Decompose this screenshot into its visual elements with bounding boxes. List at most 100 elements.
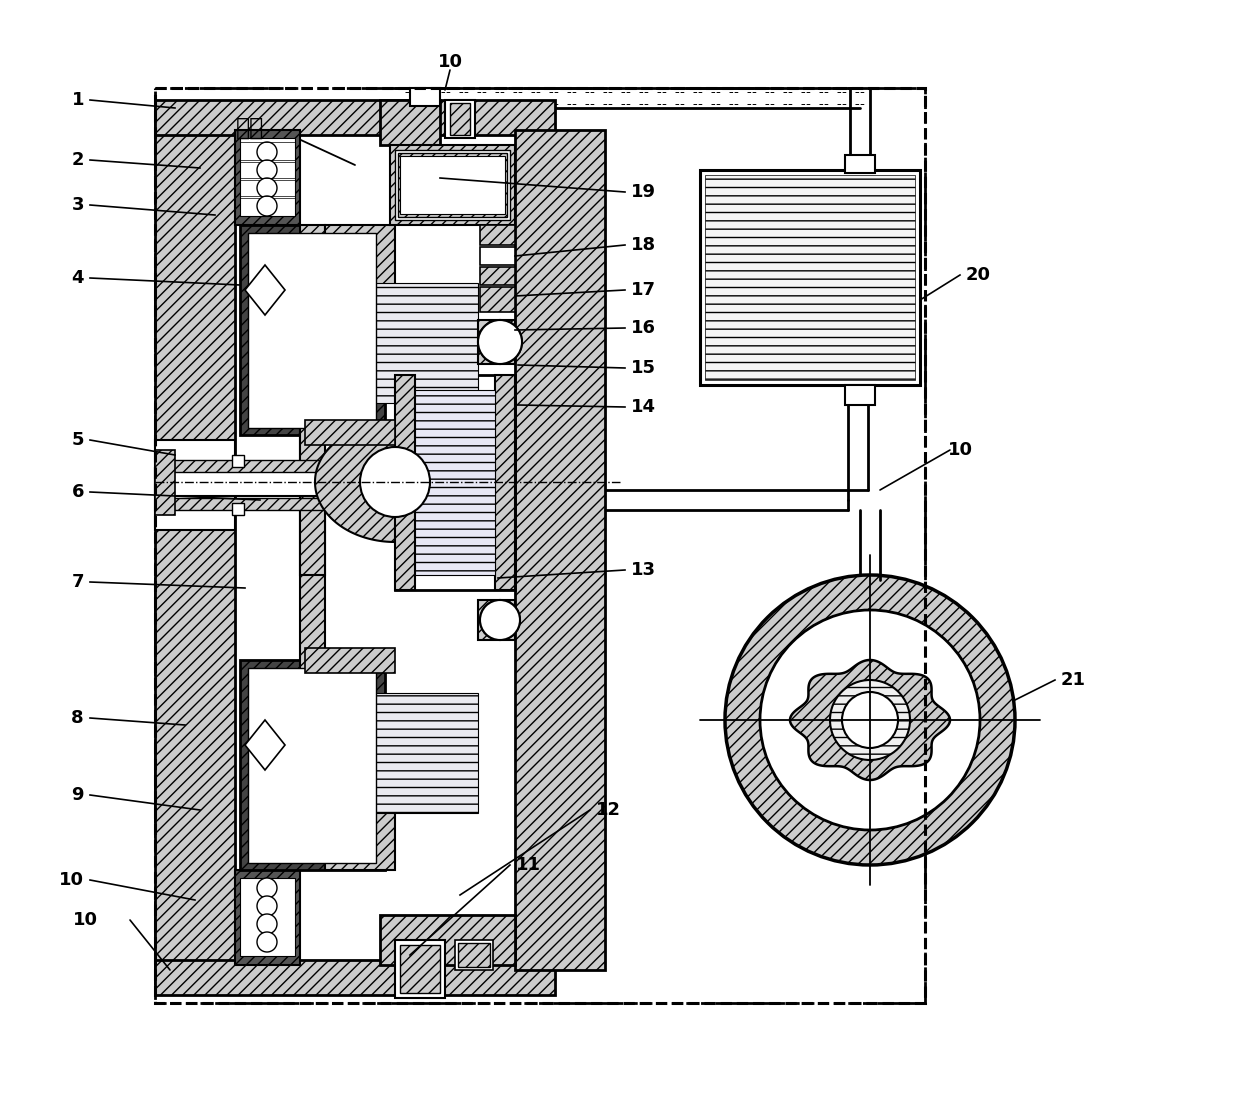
Text: 6: 6 <box>72 483 84 501</box>
Bar <box>477 320 515 364</box>
Bar <box>379 915 515 965</box>
Bar <box>480 287 515 312</box>
Text: 5: 5 <box>72 431 84 449</box>
Bar <box>241 225 384 435</box>
Bar <box>396 375 415 590</box>
Text: 19: 19 <box>631 183 656 201</box>
Bar <box>305 420 396 445</box>
Text: 3: 3 <box>72 196 84 214</box>
Circle shape <box>480 600 520 639</box>
Bar <box>248 668 376 863</box>
Bar <box>241 878 295 956</box>
Text: 7: 7 <box>72 573 84 591</box>
Text: 12: 12 <box>596 801 621 819</box>
Bar <box>241 196 295 217</box>
Bar <box>415 389 495 575</box>
Bar <box>241 177 295 198</box>
Text: 1: 1 <box>72 92 84 109</box>
Circle shape <box>257 878 277 898</box>
Circle shape <box>257 196 277 217</box>
Circle shape <box>760 610 980 830</box>
Text: 10: 10 <box>60 870 84 889</box>
Bar <box>155 88 925 1003</box>
Bar <box>401 945 440 993</box>
Bar <box>396 375 515 590</box>
Bar <box>329 693 477 812</box>
Circle shape <box>725 575 1016 865</box>
Circle shape <box>257 914 277 934</box>
Bar <box>155 129 236 970</box>
Bar <box>300 395 325 575</box>
Circle shape <box>830 680 910 760</box>
Text: 10: 10 <box>438 52 463 71</box>
Bar <box>515 129 605 970</box>
Bar <box>706 175 915 381</box>
Bar <box>305 648 396 673</box>
Bar <box>155 450 175 514</box>
Bar <box>379 100 440 145</box>
Bar <box>480 247 515 264</box>
Text: 10: 10 <box>72 911 98 929</box>
Bar <box>236 129 300 225</box>
Bar <box>155 88 925 1003</box>
Polygon shape <box>790 660 950 780</box>
Bar <box>300 225 325 705</box>
Text: 10: 10 <box>947 441 972 459</box>
Bar <box>844 155 875 173</box>
Text: 20: 20 <box>966 266 991 283</box>
Bar <box>155 100 556 135</box>
Text: 18: 18 <box>631 235 656 254</box>
Bar <box>232 455 244 466</box>
Bar <box>155 468 396 496</box>
Bar <box>450 103 470 135</box>
Polygon shape <box>315 422 475 542</box>
Circle shape <box>477 320 522 364</box>
Bar <box>398 153 507 217</box>
Text: 2: 2 <box>72 151 84 169</box>
Text: 9: 9 <box>72 786 84 804</box>
Bar <box>401 156 505 214</box>
Bar <box>241 160 295 180</box>
Bar <box>458 943 490 966</box>
Text: 15: 15 <box>631 359 656 377</box>
Circle shape <box>360 448 430 517</box>
Bar <box>391 145 515 225</box>
Circle shape <box>257 896 277 916</box>
Bar <box>325 225 396 285</box>
Bar <box>410 88 440 106</box>
Polygon shape <box>246 264 285 315</box>
Bar <box>236 870 300 965</box>
Circle shape <box>257 177 277 198</box>
Bar <box>155 455 165 513</box>
Bar <box>445 100 475 138</box>
Bar <box>480 267 515 285</box>
Text: 13: 13 <box>631 561 656 579</box>
Bar <box>155 460 396 472</box>
Bar <box>241 138 295 217</box>
Bar <box>477 600 515 639</box>
Circle shape <box>257 160 277 180</box>
Bar <box>241 142 295 162</box>
Bar <box>396 150 510 220</box>
Bar <box>480 225 515 246</box>
Text: 4: 4 <box>72 269 84 287</box>
Text: 11: 11 <box>516 856 541 874</box>
Text: 14: 14 <box>631 398 656 416</box>
Circle shape <box>477 320 522 364</box>
Bar <box>248 233 376 429</box>
Polygon shape <box>246 720 285 770</box>
Circle shape <box>480 600 520 639</box>
Bar <box>155 440 236 530</box>
Bar <box>701 170 920 385</box>
Text: 腔体: 腔体 <box>236 116 264 140</box>
Bar <box>495 375 515 590</box>
Bar <box>232 503 244 514</box>
Bar <box>241 660 384 870</box>
Text: 16: 16 <box>631 319 656 337</box>
Bar <box>155 498 396 510</box>
Circle shape <box>257 142 277 162</box>
Bar <box>329 283 477 403</box>
Bar <box>325 810 396 870</box>
Text: 17: 17 <box>631 281 656 299</box>
Bar <box>455 940 494 970</box>
